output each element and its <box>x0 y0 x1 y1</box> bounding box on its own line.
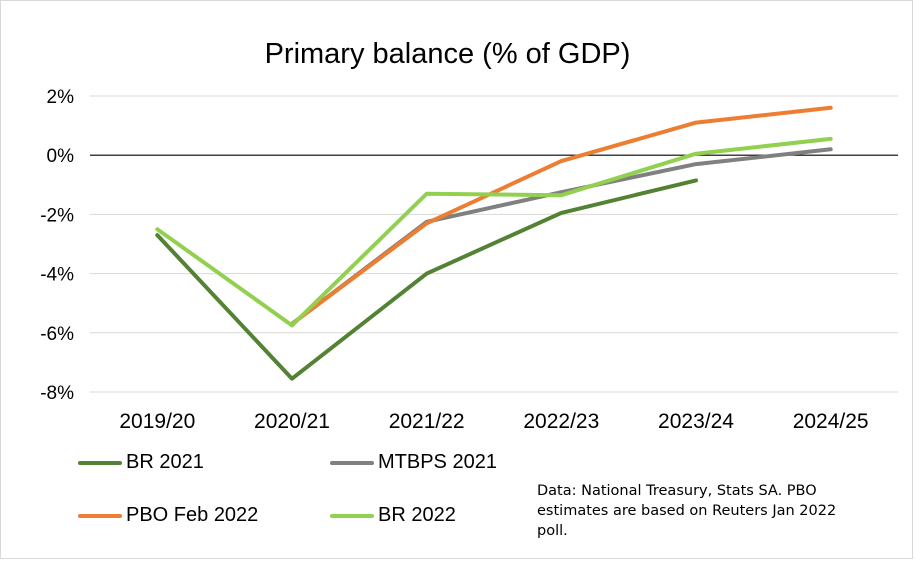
y-tick-label: -2% <box>40 205 74 226</box>
y-tick-label: -4% <box>40 265 74 286</box>
chart-title: Primary balance (% of GDP) <box>264 38 631 70</box>
y-tick-label: 2% <box>47 87 75 108</box>
y-tick-label: -6% <box>40 324 74 345</box>
y-tick-label: 0% <box>47 146 75 167</box>
legend-item-mtbps-2021: MTBPS 2021 <box>330 451 497 474</box>
series-line-br-2021 <box>155 178 698 381</box>
source-note: Data: National Treasury, Stats SA. PBO e… <box>537 483 837 539</box>
legend-swatch-mtbps-2021 <box>330 460 374 465</box>
legend-item-br-2021: BR 2021 <box>78 451 204 474</box>
legend-label-br-2021: BR 2021 <box>126 451 204 473</box>
x-tick-label: 2024/25 <box>793 410 869 433</box>
legend-swatch-pbo-feb-2022 <box>78 513 122 518</box>
legend-label-mtbps-2021: MTBPS 2021 <box>378 451 497 473</box>
legend-swatch-br-2021 <box>78 460 122 465</box>
x-tick-label: 2023/24 <box>658 410 734 433</box>
legend-label-br-2022: BR 2022 <box>378 504 456 526</box>
x-tick-label: 2020/21 <box>254 410 330 433</box>
legend-swatch-br-2022 <box>330 513 374 518</box>
x-tick-label: 2022/23 <box>523 410 599 433</box>
y-tick-label: -8% <box>40 383 74 404</box>
legend-item-br-2022: BR 2022 <box>330 504 456 527</box>
legend-label-pbo-feb-2022: PBO Feb 2022 <box>126 504 259 526</box>
series-line-pbo-feb-2022 <box>290 105 833 326</box>
series-line-mtbps-2021 <box>290 147 833 326</box>
x-tick-label: 2019/20 <box>119 410 195 433</box>
series-line-br-2022 <box>155 136 833 328</box>
legend-item-pbo-feb-2022: PBO Feb 2022 <box>78 504 258 527</box>
x-tick-label: 2021/22 <box>389 410 465 433</box>
